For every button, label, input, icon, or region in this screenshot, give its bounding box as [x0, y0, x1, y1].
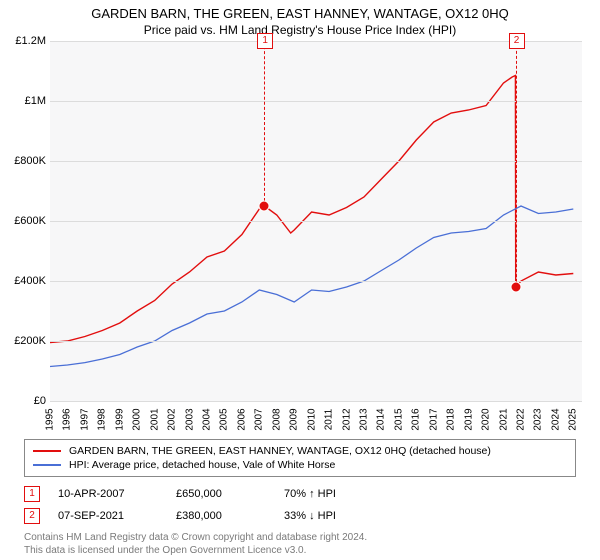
y-axis-label: £1.2M: [2, 35, 46, 47]
marker-badge: 2: [509, 33, 525, 49]
legend-label: GARDEN BARN, THE GREEN, EAST HANNEY, WAN…: [69, 445, 491, 457]
x-axis-label: 2021: [498, 408, 509, 430]
gridline-h: [50, 281, 582, 282]
x-axis-label: 2009: [289, 408, 300, 430]
legend-box: GARDEN BARN, THE GREEN, EAST HANNEY, WAN…: [24, 439, 576, 477]
x-axis-label: 2020: [481, 408, 492, 430]
y-axis-label: £400K: [2, 275, 46, 287]
marker-dot: [510, 282, 521, 293]
x-axis-label: 2017: [428, 408, 439, 430]
x-axis-label: 1995: [45, 408, 56, 430]
legend-item: HPI: Average price, detached house, Vale…: [33, 458, 567, 472]
y-axis-label: £0: [2, 395, 46, 407]
x-axis-label: 2007: [254, 408, 265, 430]
legend-swatch: [33, 450, 61, 452]
event-badge: 2: [24, 508, 40, 524]
footnote-line: This data is licensed under the Open Gov…: [24, 544, 576, 557]
x-axis-label: 2019: [463, 408, 474, 430]
x-axis-label: 2013: [358, 408, 369, 430]
legend-item: GARDEN BARN, THE GREEN, EAST HANNEY, WAN…: [33, 444, 567, 458]
x-axis-label: 2003: [184, 408, 195, 430]
footnote: Contains HM Land Registry data © Crown c…: [24, 531, 576, 557]
event-delta: 33% ↓ HPI: [284, 510, 374, 522]
x-axis-label: 2016: [411, 408, 422, 430]
x-axis-label: 2025: [568, 408, 579, 430]
legend-label: HPI: Average price, detached house, Vale…: [69, 459, 335, 471]
marker-dot: [259, 201, 270, 212]
chart-plot-area: £0£200K£400K£600K£800K£1M£1.2M1995199619…: [50, 41, 582, 401]
y-axis-label: £1M: [2, 95, 46, 107]
gridline-h: [50, 401, 582, 402]
event-price: £380,000: [176, 510, 266, 522]
x-axis-label: 2008: [271, 408, 282, 430]
x-axis-label: 1996: [62, 408, 73, 430]
gridline-h: [50, 341, 582, 342]
x-axis-label: 2011: [324, 409, 335, 431]
x-axis-label: 1997: [79, 408, 90, 430]
marker-line: [516, 41, 517, 287]
x-axis-label: 2024: [550, 408, 561, 430]
event-row: 1 10-APR-2007 £650,000 70% ↑ HPI: [24, 483, 576, 505]
x-axis-label: 2023: [533, 408, 544, 430]
gridline-h: [50, 161, 582, 162]
event-table: 1 10-APR-2007 £650,000 70% ↑ HPI 2 07-SEP-202…: [24, 483, 576, 527]
legend-swatch: [33, 464, 61, 466]
x-axis-label: 2004: [201, 408, 212, 430]
x-axis-label: 2012: [341, 408, 352, 430]
x-axis-label: 2002: [167, 408, 178, 430]
event-delta: 70% ↑ HPI: [284, 488, 374, 500]
x-axis-label: 1998: [97, 408, 108, 430]
gridline-h: [50, 41, 582, 42]
x-axis-label: 2015: [393, 408, 404, 430]
event-date: 07-SEP-2021: [58, 510, 158, 522]
x-axis-label: 2014: [376, 408, 387, 430]
footnote-line: Contains HM Land Registry data © Crown c…: [24, 531, 576, 544]
x-axis-label: 2022: [515, 408, 526, 430]
x-axis-label: 2005: [219, 408, 230, 430]
series-property: [50, 76, 573, 343]
x-axis-label: 2010: [306, 408, 317, 430]
gridline-h: [50, 221, 582, 222]
marker-badge: 1: [257, 33, 273, 49]
x-axis-label: 2000: [132, 408, 143, 430]
event-row: 2 07-SEP-2021 £380,000 33% ↓ HPI: [24, 505, 576, 527]
event-price: £650,000: [176, 488, 266, 500]
x-axis-label: 2018: [446, 408, 457, 430]
gridline-h: [50, 101, 582, 102]
event-badge: 1: [24, 486, 40, 502]
marker-line: [264, 41, 265, 206]
event-date: 10-APR-2007: [58, 488, 158, 500]
x-axis-label: 2001: [149, 408, 160, 430]
y-axis-label: £200K: [2, 335, 46, 347]
y-axis-label: £600K: [2, 215, 46, 227]
chart-title: GARDEN BARN, THE GREEN, EAST HANNEY, WAN…: [0, 0, 600, 21]
series-hpi: [50, 206, 573, 367]
y-axis-label: £800K: [2, 155, 46, 167]
x-axis-label: 1999: [114, 408, 125, 430]
x-axis-label: 2006: [236, 408, 247, 430]
